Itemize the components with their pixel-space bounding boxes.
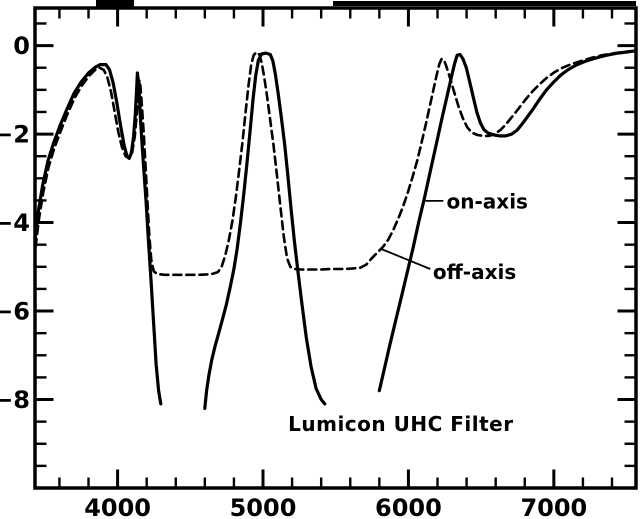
x-tick-label: 6000 bbox=[375, 494, 442, 519]
scan-artifact bbox=[333, 1, 636, 6]
series-on-axis-curve bbox=[203, 51, 327, 410]
scan-artifact bbox=[96, 0, 134, 8]
x-tick-label: 5000 bbox=[230, 494, 297, 519]
x-tick-label: 4000 bbox=[84, 494, 151, 519]
y-tick-label: 0 bbox=[13, 32, 30, 60]
series-on-axis-curve bbox=[377, 49, 637, 393]
annotation-label-off-axis: off-axis bbox=[433, 260, 516, 284]
y-tick-label: −6 bbox=[0, 298, 30, 326]
annotation-leader-off-axis bbox=[381, 248, 431, 270]
series-off-axis-curve bbox=[34, 49, 637, 277]
y-tick-label: −4 bbox=[0, 209, 30, 237]
chart-title: Lumicon UHC Filter bbox=[288, 412, 513, 436]
y-tick-label: −8 bbox=[0, 386, 30, 414]
y-tick-label: −2 bbox=[0, 121, 30, 149]
annotation-label-on-axis: on-axis bbox=[447, 189, 528, 213]
x-tick-label: 7000 bbox=[520, 494, 587, 519]
